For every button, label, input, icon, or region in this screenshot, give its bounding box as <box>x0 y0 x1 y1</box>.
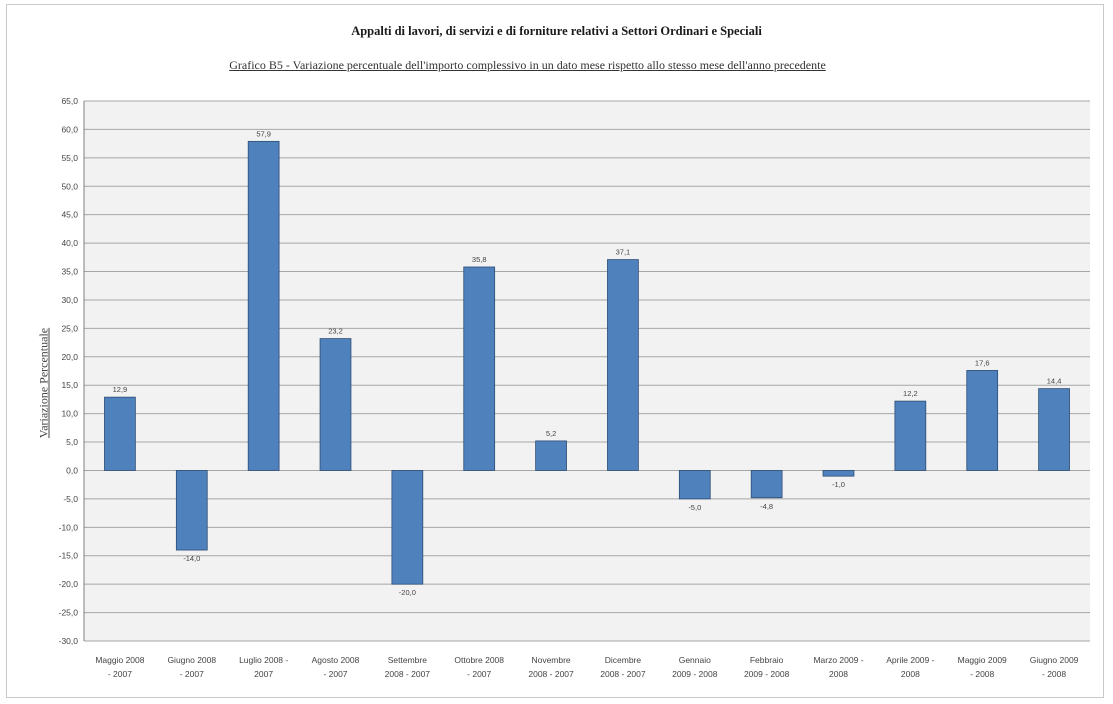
y-tick-label: 50,0 <box>61 181 78 191</box>
x-category-label: - 2007 <box>467 669 491 679</box>
bar <box>391 470 424 585</box>
bars <box>104 140 1070 585</box>
y-tick-label: 15,0 <box>61 380 78 390</box>
x-category-label: Febbraio <box>750 655 784 665</box>
x-category-label: Maggio 2009 <box>958 655 1007 665</box>
data-label: -20,0 <box>399 588 416 597</box>
x-category-label: 2008 <box>829 669 848 679</box>
x-category-label: - 2008 <box>1042 669 1066 679</box>
data-label: 14,4 <box>1047 377 1062 386</box>
chart-title: Appalti di lavori, di servizi e di forni… <box>351 24 762 38</box>
x-category-label: 2008 <box>901 669 920 679</box>
data-label: -4,8 <box>760 502 773 511</box>
data-label: 37,1 <box>616 248 631 257</box>
y-tick-label: 30,0 <box>61 295 78 305</box>
y-tick-label: -10,0 <box>59 522 79 532</box>
y-tick-label: -15,0 <box>59 551 79 561</box>
y-tick-label: 45,0 <box>61 210 78 220</box>
data-label: 17,6 <box>975 358 990 367</box>
x-category-label: Ottobre 2008 <box>454 655 504 665</box>
bar <box>535 440 567 471</box>
x-category-label: Aprile 2009 - <box>886 655 934 665</box>
bar <box>319 338 352 471</box>
data-label: 12,9 <box>113 385 128 394</box>
chart-subtitle: Grafico B5 - Variazione percentuale dell… <box>229 58 826 72</box>
y-tick-label: 5,0 <box>66 437 78 447</box>
x-category-label: Dicembre <box>605 655 642 665</box>
bar <box>175 470 208 551</box>
data-label: 5,2 <box>546 429 556 438</box>
x-axis-categories: Maggio 2008 - 2007 Giugno 2008 - 2007 Luglio… <box>95 655 1078 679</box>
y-tick-label: 0,0 <box>66 465 78 475</box>
x-category-label: - 2008 <box>970 669 994 679</box>
x-category-label: 2008 - 2007 <box>600 669 646 679</box>
bar <box>678 470 711 500</box>
x-category-label: 2009 - 2008 <box>672 669 718 679</box>
x-category-label: Marzo 2009 - <box>813 655 863 665</box>
data-label: -5,0 <box>688 503 701 512</box>
x-category-label: Luglio 2008 - <box>239 655 288 665</box>
y-tick-label: -30,0 <box>59 636 79 646</box>
x-category-label: 2008 - 2007 <box>385 669 431 679</box>
plot-area <box>84 101 1090 641</box>
x-category-label: Settembre <box>388 655 427 665</box>
data-label: 12,2 <box>903 389 918 398</box>
bar <box>750 470 783 499</box>
y-axis-ticks: 65,0 60,0 55,0 50,0 45,0 40,0 35,0 30,0 25,0 20,0… <box>59 96 79 646</box>
x-category-label: 2009 - 2008 <box>744 669 790 679</box>
x-category-label: - 2007 <box>323 669 347 679</box>
x-category-label: 2007 <box>254 669 273 679</box>
data-label: 57,9 <box>256 129 271 138</box>
x-category-label: - 2007 <box>108 669 132 679</box>
x-category-label: Giugno 2008 <box>167 655 216 665</box>
x-category-label: Novembre <box>531 655 570 665</box>
y-tick-label: 55,0 <box>61 153 78 163</box>
bar <box>1038 388 1070 471</box>
bar <box>104 396 136 471</box>
x-category-label: Maggio 2008 <box>95 655 144 665</box>
bar <box>822 470 855 477</box>
bar <box>894 400 927 471</box>
x-category-label: 2008 - 2007 <box>528 669 574 679</box>
y-tick-label: 40,0 <box>61 238 78 248</box>
x-category-label: - 2007 <box>180 669 204 679</box>
bar <box>463 266 496 471</box>
y-tick-label: 35,0 <box>61 267 78 277</box>
y-tick-label: -25,0 <box>59 608 79 618</box>
bar <box>607 259 639 471</box>
data-label: -14,0 <box>183 554 200 563</box>
y-tick-label: -5,0 <box>63 494 78 504</box>
y-tick-label: 60,0 <box>61 124 78 134</box>
y-tick-label: 25,0 <box>61 323 78 333</box>
x-category-label: Giugno 2009 <box>1030 655 1079 665</box>
x-category-label: Gennaio <box>679 655 711 665</box>
y-tick-label: 65,0 <box>61 96 78 106</box>
data-labels: 12,9 -14,0 57,9 23,2 -20,0 35,8 5,2 37,1 -5,0 -4,… <box>113 129 1062 597</box>
bar <box>966 370 999 471</box>
x-category-label: Agosto 2008 <box>312 655 360 665</box>
data-label: 35,8 <box>472 255 487 264</box>
data-label: -1,0 <box>832 480 845 489</box>
bar <box>247 140 280 471</box>
y-tick-label: 20,0 <box>61 352 78 362</box>
y-tick-label: 10,0 <box>61 409 78 419</box>
y-tick-label: -20,0 <box>59 579 79 589</box>
data-label: 23,2 <box>328 327 343 336</box>
